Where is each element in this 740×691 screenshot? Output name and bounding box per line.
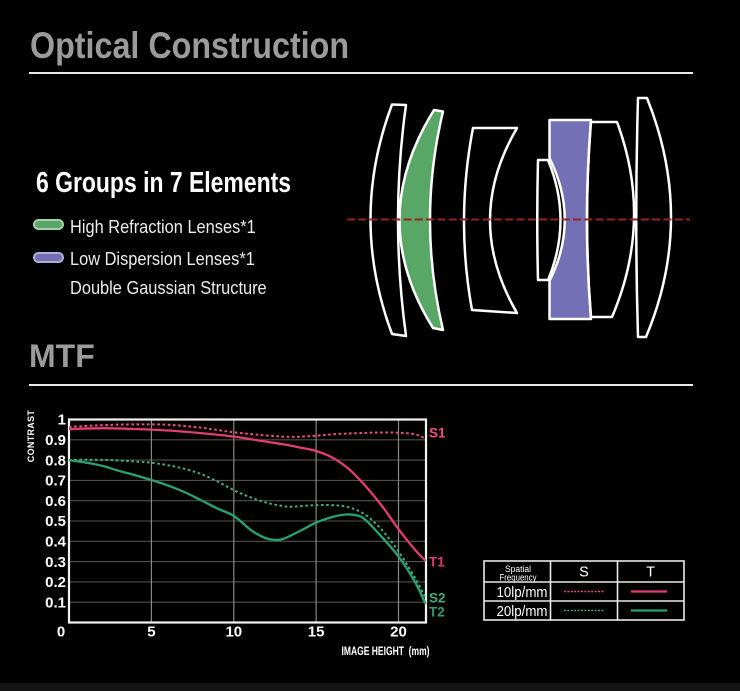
svg-text:S1: S1 <box>429 426 446 441</box>
svg-text:CONTRAST: CONTRAST <box>26 410 36 463</box>
svg-text:0.7: 0.7 <box>45 473 66 490</box>
svg-text:S2: S2 <box>429 591 446 606</box>
svg-text:T1: T1 <box>429 555 445 570</box>
svg-text:0.8: 0.8 <box>45 452 66 469</box>
svg-text:20lp/mm: 20lp/mm <box>497 604 548 620</box>
svg-text:Spatial: Spatial <box>505 564 531 575</box>
svg-text:0.4: 0.4 <box>45 534 67 551</box>
svg-text:S: S <box>579 565 589 581</box>
svg-text:0.9: 0.9 <box>45 432 66 449</box>
svg-text:0.1: 0.1 <box>45 594 66 611</box>
svg-text:T: T <box>646 565 655 581</box>
svg-text:15: 15 <box>308 624 325 641</box>
svg-text:10: 10 <box>225 624 242 641</box>
svg-text:0.2: 0.2 <box>45 574 66 591</box>
svg-text:5: 5 <box>147 624 155 641</box>
svg-text:10lp/mm: 10lp/mm <box>497 585 548 601</box>
svg-text:T2: T2 <box>429 605 445 620</box>
svg-text:0.6: 0.6 <box>45 493 66 510</box>
svg-text:0.5: 0.5 <box>45 513 66 530</box>
svg-text:20: 20 <box>390 624 407 641</box>
svg-text:1: 1 <box>58 412 66 429</box>
svg-text:0: 0 <box>57 624 65 641</box>
svg-text:0.3: 0.3 <box>45 554 66 571</box>
svg-text:Frequency: Frequency <box>500 573 537 584</box>
svg-text:IMAGE HEIGHT (mm): IMAGE HEIGHT (mm) <box>342 646 430 658</box>
